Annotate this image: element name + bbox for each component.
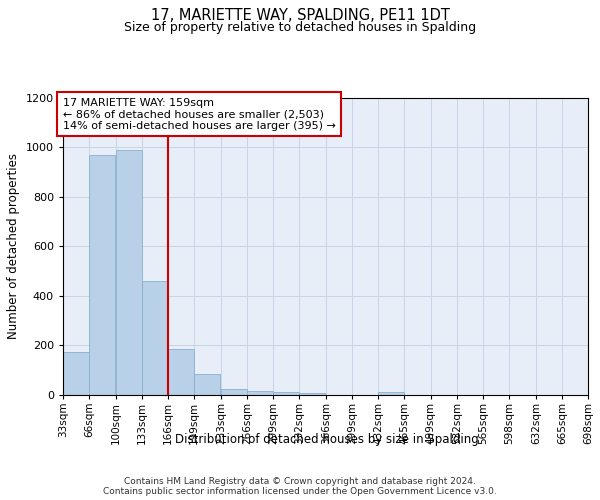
Bar — [194, 374, 220, 395]
Bar — [64, 352, 89, 395]
Bar — [169, 349, 194, 395]
Text: Size of property relative to detached houses in Spalding: Size of property relative to detached ho… — [124, 22, 476, 35]
Bar — [142, 281, 167, 395]
Text: 17, MARIETTE WAY, SPALDING, PE11 1DT: 17, MARIETTE WAY, SPALDING, PE11 1DT — [151, 8, 449, 22]
Bar — [221, 389, 247, 395]
Text: Contains HM Land Registry data © Crown copyright and database right 2024.
Contai: Contains HM Land Registry data © Crown c… — [103, 476, 497, 496]
Bar — [247, 390, 272, 395]
Text: Distribution of detached houses by size in Spalding: Distribution of detached houses by size … — [175, 432, 479, 446]
Text: 17 MARIETTE WAY: 159sqm
← 86% of detached houses are smaller (2,503)
14% of semi: 17 MARIETTE WAY: 159sqm ← 86% of detache… — [63, 98, 336, 130]
Bar — [299, 393, 325, 395]
Bar — [89, 154, 115, 395]
Bar — [379, 392, 404, 395]
Bar — [116, 150, 142, 395]
Y-axis label: Number of detached properties: Number of detached properties — [7, 153, 20, 340]
Bar — [274, 392, 299, 395]
